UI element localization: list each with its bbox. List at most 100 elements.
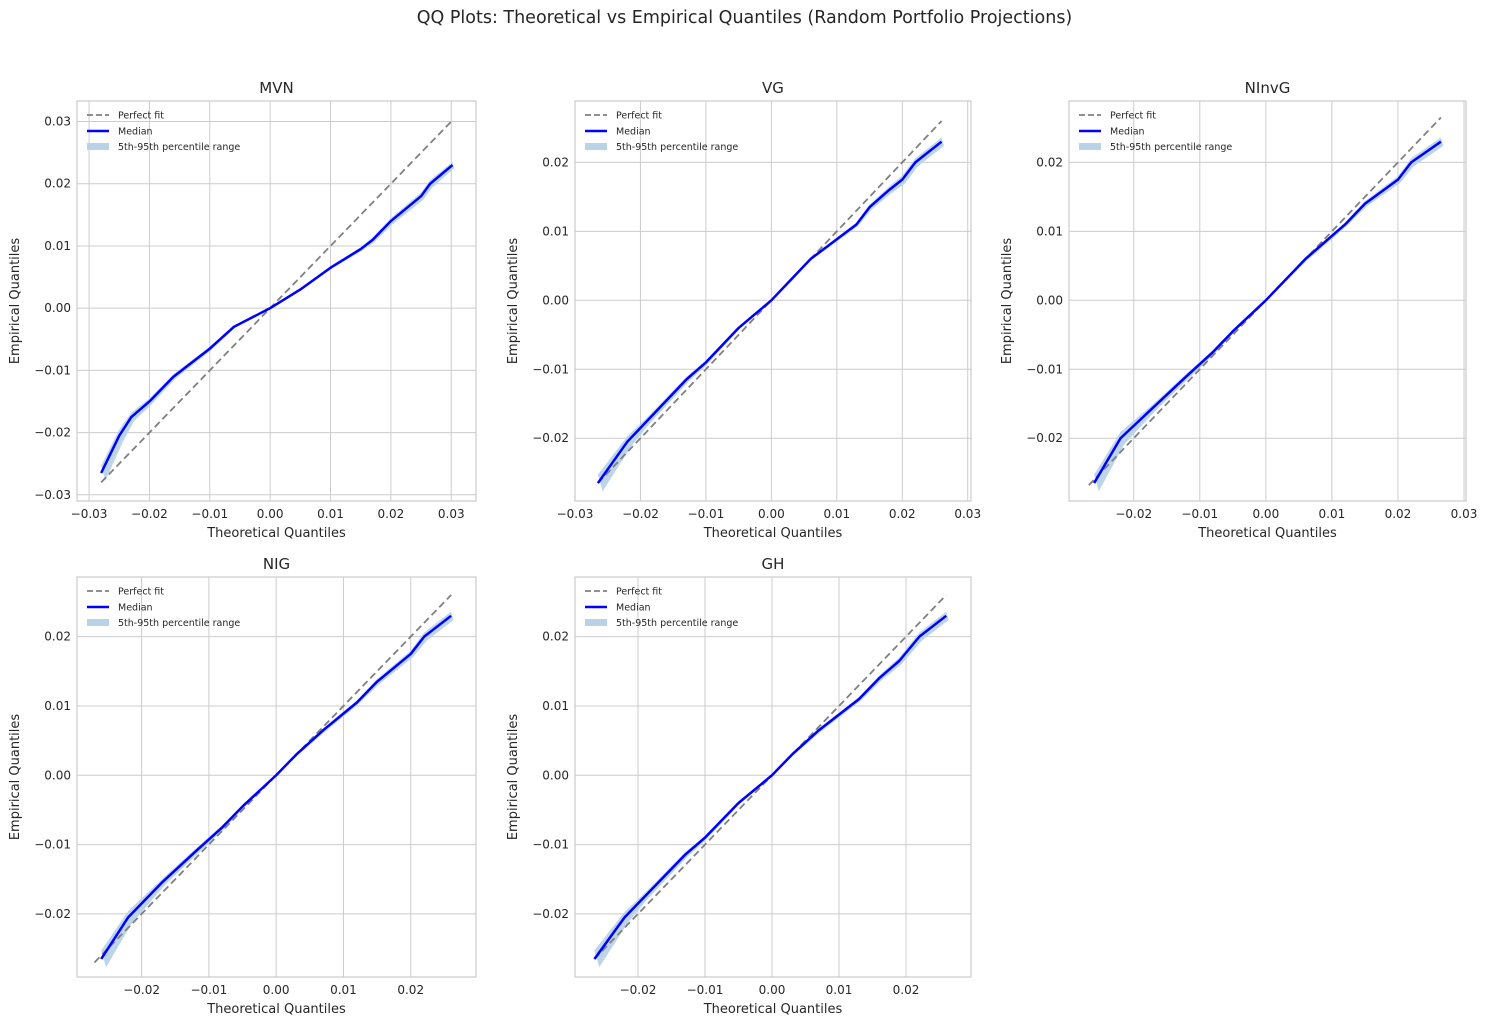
axes-frame — [574, 576, 972, 978]
x-tick-label: 0.00 — [257, 507, 284, 521]
legend-band-swatch — [1079, 143, 1101, 150]
median-line — [100, 164, 454, 474]
y-tick-label: 0.01 — [542, 699, 569, 713]
y-tick-label: −0.03 — [34, 488, 71, 502]
x-tick-label: 0.01 — [1319, 507, 1346, 521]
x-tick-label: −0.01 — [190, 983, 227, 997]
y-tick-label: −0.01 — [34, 363, 71, 377]
x-axis-label: Theoretical Quantiles — [206, 1002, 346, 1017]
y-tick-label: −0.02 — [34, 426, 71, 440]
y-tick-label: −0.01 — [1026, 362, 1063, 376]
y-axis-label: Empirical Quantiles — [8, 714, 23, 841]
figure-title: QQ Plots: Theoretical vs Empirical Quant… — [416, 8, 1073, 28]
median-line — [1093, 140, 1442, 484]
y-tick-label: −0.02 — [532, 431, 569, 445]
subplot-vg: −0.03 −0.02 −0.01 0.00 0.01 0.02 0.03 −0.02 −0.0… — [506, 79, 981, 541]
x-axis-label: Theoretical Quantiles — [703, 526, 843, 541]
legend-label: 5th-95th percentile range — [118, 142, 240, 153]
legend-band-swatch — [87, 619, 109, 626]
legend: Perfect fit Median 5th-95th percentile ran… — [1079, 111, 1232, 153]
legend: Perfect fit Median 5th-95th percentile ran… — [87, 111, 240, 153]
subplot-title: NIG — [263, 555, 290, 573]
legend-band-swatch — [585, 619, 607, 626]
subplot-mvn: −0.03 −0.02 −0.01 0.00 0.01 0.02 0.03 −0.03 −0.0… — [8, 79, 477, 541]
y-tick-label: 0.00 — [542, 293, 569, 307]
y-tick-label: 0.00 — [44, 301, 71, 315]
y-tick-label: 0.02 — [44, 177, 71, 191]
y-tick-label: 0.01 — [1036, 224, 1063, 238]
legend-label: 5th-95th percentile range — [616, 618, 738, 629]
legend-label: Perfect fit — [1110, 111, 1156, 122]
x-tick-label: −0.01 — [688, 507, 725, 521]
x-axis-label: Theoretical Quantiles — [1197, 526, 1337, 541]
subplot-title: VG — [762, 79, 784, 97]
legend-label: Median — [1110, 127, 1145, 138]
x-tick-label: 0.02 — [1385, 507, 1412, 521]
y-tick-label: 0.03 — [44, 115, 71, 129]
x-tick-label: −0.01 — [687, 983, 724, 997]
x-axis-label: Theoretical Quantiles — [703, 1002, 843, 1017]
legend-label: Perfect fit — [616, 111, 662, 122]
percentile-band — [597, 137, 944, 492]
y-tick-label: −0.02 — [34, 907, 71, 921]
x-tick-label: 0.00 — [1252, 507, 1279, 521]
y-tick-label: 0.02 — [542, 155, 569, 169]
x-tick-label: 0.00 — [759, 983, 786, 997]
legend-band-swatch — [87, 143, 109, 150]
percentile-band — [594, 611, 949, 968]
x-tick-label: 0.02 — [378, 507, 405, 521]
perfect-fit-line — [597, 120, 943, 484]
legend-band-swatch — [585, 143, 607, 150]
y-tick-label: −0.01 — [532, 838, 569, 852]
axes-frame — [574, 100, 972, 502]
x-tick-label: 0.00 — [758, 507, 785, 521]
y-tick-label: 0.00 — [44, 768, 71, 782]
y-axis-label: Empirical Quantiles — [1000, 238, 1015, 365]
legend: Perfect fit Median 5th-95th percentile ran… — [585, 587, 738, 629]
y-tick-label: 0.02 — [542, 630, 569, 644]
x-tick-label: 0.02 — [889, 507, 916, 521]
x-tick-label: −0.03 — [557, 507, 594, 521]
x-tick-label: 0.02 — [893, 983, 920, 997]
y-tick-label: 0.02 — [1036, 155, 1063, 169]
axes-frame — [1068, 100, 1467, 502]
axes-frame — [76, 576, 477, 978]
x-tick-label: 0.03 — [954, 507, 981, 521]
y-tick-label: −0.01 — [34, 838, 71, 852]
y-axis-label: Empirical Quantiles — [506, 238, 521, 365]
x-tick-label: −0.02 — [622, 507, 659, 521]
subplot-ninvg: −0.02 −0.01 0.00 0.01 0.02 0.03 −0.02 −0.01 0.00… — [1000, 79, 1477, 541]
subplot-title: MVN — [259, 79, 293, 97]
median-line — [596, 140, 943, 484]
legend: Perfect fit Median 5th-95th percentile ran… — [585, 111, 738, 153]
y-tick-label: 0.01 — [542, 224, 569, 238]
legend-label: 5th-95th percentile range — [118, 618, 240, 629]
subplot-gh: −0.02 −0.01 0.00 0.01 0.02 −0.02 −0.01 0.00 0.01… — [506, 555, 972, 1017]
x-tick-label: 0.03 — [438, 507, 465, 521]
y-tick-label: 0.01 — [44, 699, 71, 713]
median-line — [593, 614, 947, 960]
y-axis-label: Empirical Quantiles — [8, 238, 23, 365]
legend-label: 5th-95th percentile range — [1110, 142, 1232, 153]
legend-label: Perfect fit — [118, 111, 164, 122]
x-tick-label: 0.01 — [823, 507, 850, 521]
x-tick-label: −0.02 — [620, 983, 657, 997]
legend-label: 5th-95th percentile range — [616, 142, 738, 153]
x-tick-label: 0.01 — [330, 983, 357, 997]
axes-frame — [76, 100, 477, 502]
subplot-title: GH — [762, 555, 785, 573]
legend-label: Median — [118, 603, 153, 614]
x-tick-label: −0.02 — [123, 983, 160, 997]
percentile-band — [101, 611, 454, 968]
x-axis-label: Theoretical Quantiles — [206, 526, 346, 541]
legend-label: Median — [616, 603, 651, 614]
x-tick-label: 0.02 — [397, 983, 424, 997]
x-tick-label: −0.02 — [1115, 507, 1152, 521]
legend: Perfect fit Median 5th-95th percentile ran… — [87, 587, 240, 629]
legend-label: Perfect fit — [118, 587, 164, 598]
legend-label: Perfect fit — [616, 587, 662, 598]
y-tick-label: 0.02 — [44, 630, 71, 644]
y-tick-label: 0.01 — [44, 239, 71, 253]
